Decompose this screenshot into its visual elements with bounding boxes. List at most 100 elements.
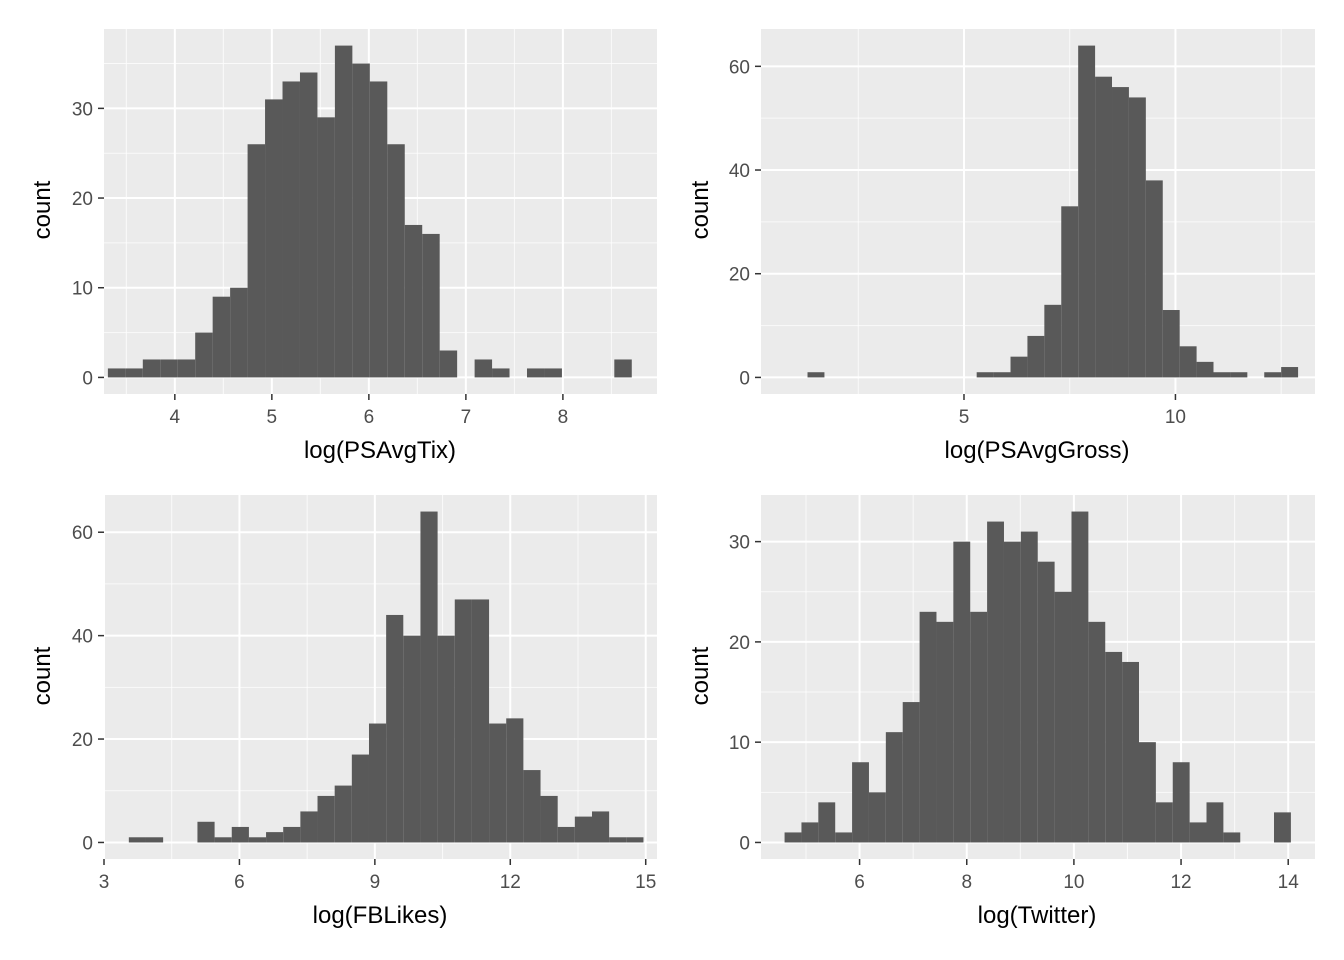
histogram-bar xyxy=(369,81,388,378)
x-tick-label: 4 xyxy=(170,407,181,428)
histogram-bar xyxy=(540,795,558,843)
histogram-bar xyxy=(214,837,232,843)
histogram-bar xyxy=(282,81,300,378)
histogram-bar xyxy=(526,368,545,378)
x-tick-label: 3 xyxy=(99,872,110,893)
x-tick-label: 12 xyxy=(1170,872,1191,893)
histogram-bar xyxy=(387,144,405,378)
plot-area-psavgtix: 4 5 6 7 8 0 10 20 30 xyxy=(72,29,657,428)
histogram-bar xyxy=(317,117,335,378)
panel-background xyxy=(761,29,1315,394)
histogram-bar xyxy=(807,372,825,378)
x-tick-label: 6 xyxy=(234,872,245,893)
histogram-bar xyxy=(125,368,143,378)
histogram-bar xyxy=(506,718,524,843)
x-axis-title-psavgtix: log(PSAvgTix) xyxy=(304,437,456,464)
histogram-bar xyxy=(544,368,562,378)
y-tick-label: 0 xyxy=(739,833,750,854)
histogram-bar xyxy=(386,614,404,843)
y-axis-title-psavggross: count xyxy=(687,180,714,239)
histogram-bar xyxy=(248,837,267,843)
histogram-bar xyxy=(1274,812,1291,843)
panel-fblikes: 3 6 9 12 15 0 20 40 60 log(FBLikes) count xyxy=(29,495,657,929)
histogram-bar xyxy=(247,144,266,378)
histogram-bar xyxy=(626,837,644,843)
plot-area-psavggross: 5 10 0 20 40 60 xyxy=(729,29,1315,428)
histogram-bar xyxy=(936,621,954,843)
histogram-bar xyxy=(197,821,215,843)
histogram-bar xyxy=(334,45,353,378)
histogram-bar xyxy=(145,837,164,843)
histogram-bar xyxy=(1145,180,1163,378)
histogram-bar xyxy=(1054,591,1072,843)
histogram-bar xyxy=(439,350,458,378)
histogram-bar xyxy=(1196,361,1214,378)
histogram-bar xyxy=(1044,304,1062,378)
histogram-bar xyxy=(1155,802,1173,843)
histogram-bar xyxy=(492,368,510,378)
y-tick-label: 20 xyxy=(72,189,93,210)
histogram-bar xyxy=(437,635,455,843)
y-tick-label: 20 xyxy=(72,730,93,751)
histogram-bar xyxy=(142,359,161,378)
histogram-bar xyxy=(317,795,335,843)
histogram-bar xyxy=(1264,372,1282,378)
y-axis-title-twitter: count xyxy=(687,646,714,705)
histogram-bar xyxy=(1230,372,1248,378)
histogram-bar xyxy=(177,359,196,378)
x-axis-title-fblikes: log(FBLikes) xyxy=(313,902,448,929)
y-tick-label: 20 xyxy=(729,633,750,654)
panel-twitter: 6 8 10 12 14 0 10 20 30 log(Twitter) count xyxy=(687,495,1315,929)
histogram-bar xyxy=(835,832,853,843)
x-tick-label: 12 xyxy=(500,872,521,893)
histogram-bar xyxy=(1003,541,1021,843)
panel-psavggross: 5 10 0 20 40 60 log(PSAvgGross) count xyxy=(687,29,1315,464)
histogram-bar xyxy=(614,359,632,378)
histogram-bar xyxy=(1010,356,1028,378)
histogram-bar xyxy=(868,792,886,843)
histogram-bar xyxy=(422,233,440,378)
histogram-bar xyxy=(283,826,301,843)
x-tick-label: 14 xyxy=(1278,872,1300,893)
plot-area-fblikes: 3 6 9 12 15 0 20 40 60 xyxy=(72,495,657,893)
x-tick-label: 10 xyxy=(1063,872,1084,893)
histogram-bar xyxy=(852,762,869,843)
plot-area-twitter: 6 8 10 12 14 0 10 20 30 xyxy=(729,495,1315,893)
histogram-bar xyxy=(352,63,370,378)
histogram-bar xyxy=(885,732,903,843)
histogram-bar xyxy=(919,611,937,843)
y-tick-label: 30 xyxy=(72,99,93,120)
histogram-bar xyxy=(474,359,493,378)
histogram-bar xyxy=(231,826,249,843)
histogram-bar xyxy=(489,723,507,843)
histogram-bar xyxy=(1162,310,1180,378)
y-tick-label: 0 xyxy=(82,833,93,854)
x-axis-title-twitter: log(Twitter) xyxy=(978,902,1097,929)
y-tick-label: 20 xyxy=(729,265,750,286)
histogram-bar xyxy=(1112,87,1129,378)
y-tick-label: 60 xyxy=(729,57,750,78)
x-tick-label: 6 xyxy=(854,872,865,893)
histogram-bar xyxy=(368,723,387,843)
histogram-bar xyxy=(993,372,1011,378)
x-tick-label: 7 xyxy=(461,407,472,428)
histogram-bar xyxy=(1138,742,1156,843)
histogram-bar xyxy=(970,611,988,843)
histogram-bar xyxy=(195,332,213,378)
histogram-bar xyxy=(334,785,352,843)
histogram-bar xyxy=(1122,661,1139,843)
histogram-bar xyxy=(591,811,610,843)
histogram-bar xyxy=(784,832,802,843)
histogram-bar xyxy=(818,802,836,843)
histogram-bar xyxy=(420,511,438,843)
histogram-bar xyxy=(128,837,146,843)
histogram-bar xyxy=(1020,531,1038,843)
histogram-bar xyxy=(1189,822,1207,843)
histogram-bar xyxy=(902,702,920,843)
histogram-bar xyxy=(1179,346,1197,378)
histogram-bar xyxy=(801,822,819,843)
y-tick-label: 30 xyxy=(729,533,750,554)
x-tick-label: 5 xyxy=(267,407,278,428)
histogram-bar xyxy=(987,521,1004,843)
